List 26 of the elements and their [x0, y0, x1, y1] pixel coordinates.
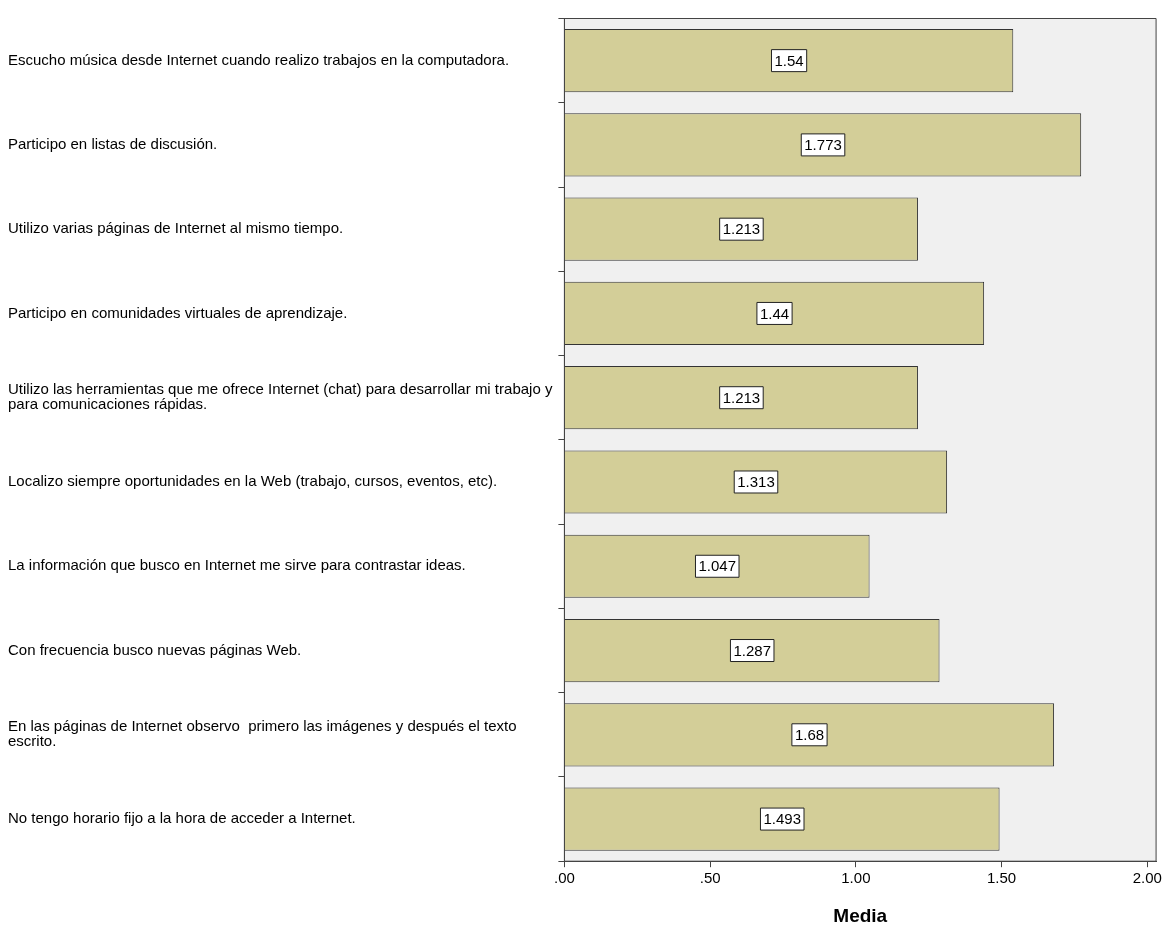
- y-tick-label: Participo en comunidades virtuales de aprendizaje.: [8, 303, 348, 321]
- data-label: 1.493: [763, 810, 802, 828]
- data-label: 1.047: [698, 557, 737, 575]
- y-tick-label: Participo en listas de discusión.: [8, 135, 218, 153]
- y-tick-label: Localizo siempre oportunidades en la Web (trabajo, cursos, eventos, etc).: [8, 472, 498, 490]
- data-label: 1.313: [737, 473, 775, 491]
- y-tick-label: En las páginas de Internet observo primero las imágenes y después el texto escrito.: [8, 717, 517, 750]
- y-tick-label: No tengo horario fijo a la hora de acceder a Internet.: [8, 809, 356, 827]
- y-tick-label: Escucho música desde Internet cuando realizo trabajos en la computadora.: [8, 50, 510, 68]
- x-tick-label: 1.00: [841, 869, 871, 887]
- data-label: 1.287: [733, 641, 771, 659]
- data-label: 1.54: [774, 51, 804, 69]
- data-label: 1.213: [722, 388, 761, 406]
- data-label: 1.44: [759, 304, 790, 322]
- data-label: 1.213: [722, 220, 761, 238]
- x-axis-title: Media: [833, 904, 888, 926]
- x-tick-label: 1.50: [987, 869, 1017, 887]
- y-tick-label: La información que busco en Internet me sirve para contrastar ideas.: [8, 556, 466, 574]
- data-label: 1.68: [794, 725, 825, 743]
- x-tick-label: .00: [553, 869, 575, 887]
- y-tick-label: Utilizo las herramientas que me ofrece Internet (chat) para desarrollar mi trabajo y para comunicaciones rápidas.: [8, 380, 553, 413]
- x-tick-label: 2.00: [1132, 869, 1162, 887]
- y-tick-label: Utilizo varias páginas de Internet al mismo tiempo.: [8, 219, 344, 237]
- data-label: 1.773: [804, 136, 842, 154]
- x-tick-label: .50: [699, 869, 721, 887]
- y-tick-label: Con frecuencia busco nuevas páginas Web.: [8, 640, 302, 658]
